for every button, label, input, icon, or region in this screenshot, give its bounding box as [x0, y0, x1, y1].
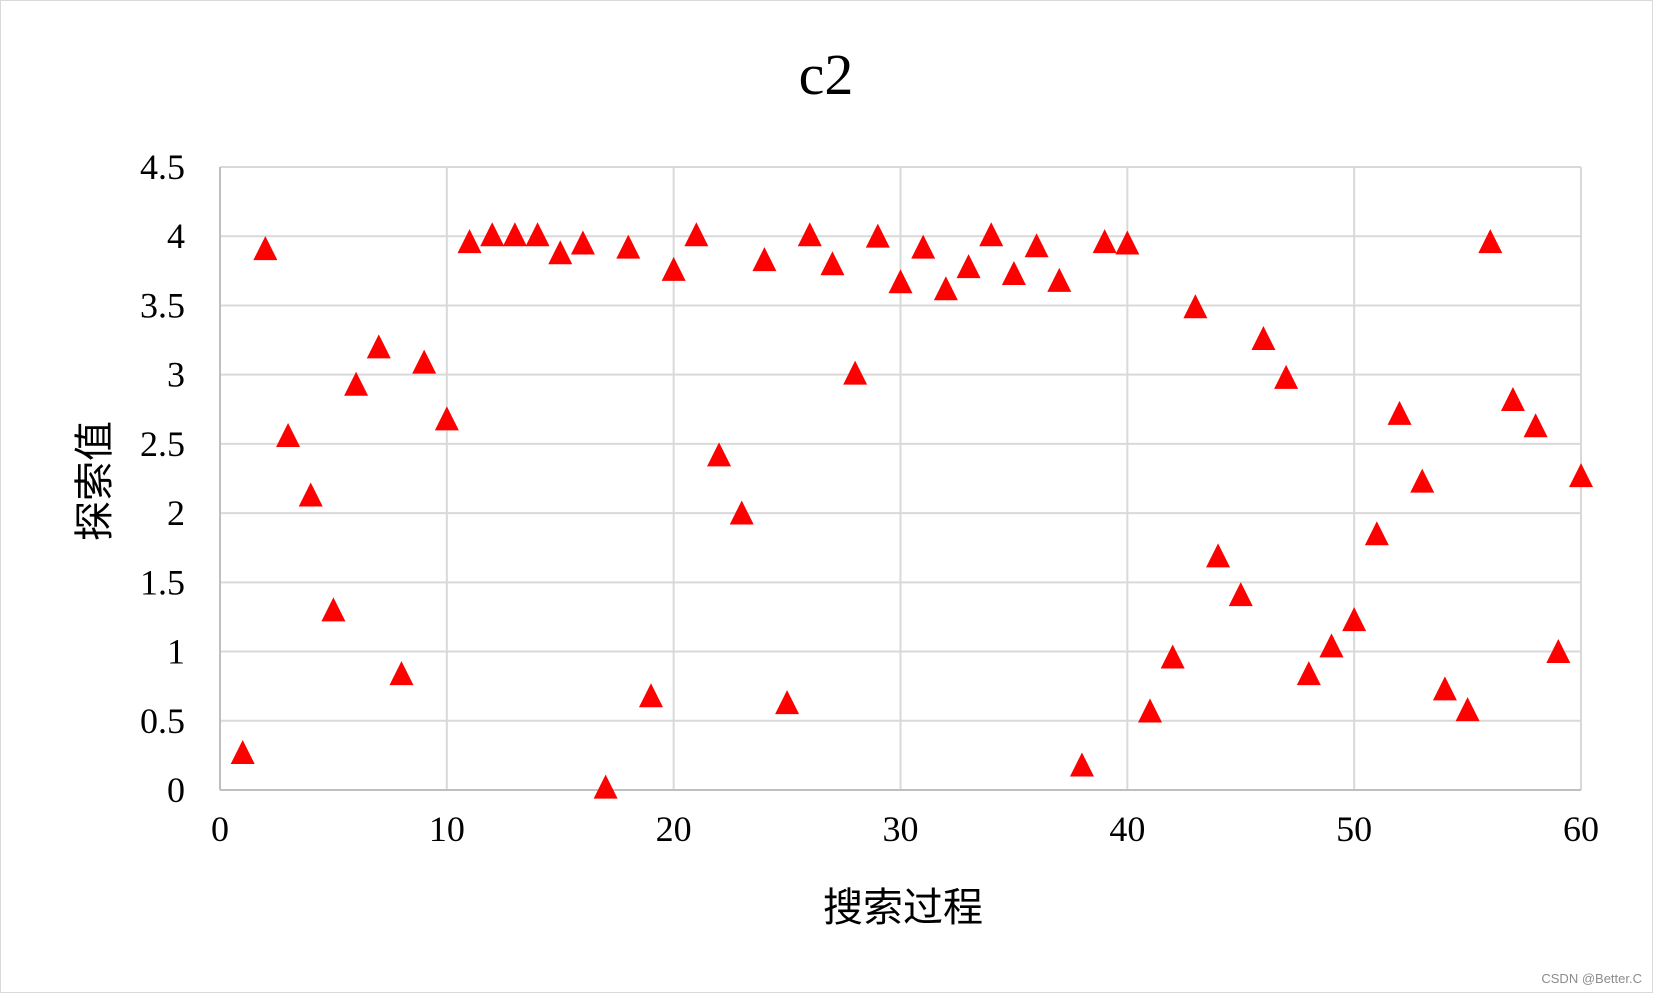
x-axis-title: 搜索过程 — [823, 885, 983, 931]
data-point — [1296, 661, 1321, 686]
data-point — [593, 774, 618, 799]
axes — [219, 167, 1581, 791]
chart-title: c2 — [799, 42, 854, 107]
data-point — [616, 234, 641, 259]
data-point — [1228, 582, 1253, 607]
data-point — [1342, 607, 1367, 632]
data-point — [865, 223, 890, 248]
data-point — [548, 240, 573, 265]
y-tick-label: 1.5 — [140, 562, 185, 602]
data-point — [820, 251, 845, 276]
x-tick-label: 10 — [429, 809, 465, 849]
data-point — [1092, 229, 1117, 254]
data-point — [1024, 233, 1049, 258]
data-point — [253, 236, 278, 261]
data-point — [1001, 260, 1026, 285]
data-point — [502, 222, 527, 247]
data-point — [1500, 386, 1525, 411]
data-point — [321, 597, 346, 622]
data-point — [298, 482, 323, 507]
data-point — [480, 222, 505, 247]
x-tick-label: 60 — [1563, 809, 1599, 849]
y-tick-label: 2 — [167, 493, 185, 533]
data-point — [344, 371, 369, 396]
data-point — [1206, 543, 1231, 568]
data-point — [752, 247, 777, 272]
y-axis-title: 探索值 — [72, 421, 118, 541]
data-point — [1251, 326, 1276, 351]
data-point — [707, 442, 732, 467]
gridlines — [220, 166, 1582, 790]
data-point — [933, 276, 958, 301]
data-point — [638, 683, 663, 708]
data-point — [389, 661, 414, 686]
data-point — [1432, 676, 1457, 701]
data-point — [684, 222, 709, 247]
data-point — [797, 222, 822, 247]
data-point — [979, 222, 1004, 247]
data-point — [1364, 521, 1389, 546]
data-point — [729, 500, 754, 525]
tick-labels: 0 0.5 1 1.5 2 2.5 3 3.5 4 4.5 0 10 20 30 40 50 60 — [140, 147, 1599, 849]
data-point — [956, 254, 981, 279]
x-tick-label: 20 — [656, 809, 692, 849]
data-point — [661, 256, 686, 281]
y-tick-label: 4 — [167, 216, 185, 256]
watermark: CSDN @Better.C — [1541, 971, 1642, 986]
data-point — [1523, 413, 1548, 438]
y-tick-label: 1 — [167, 632, 185, 672]
data-point — [434, 406, 459, 431]
data-point — [1047, 267, 1072, 292]
data-point — [1183, 294, 1208, 319]
data-point — [1455, 697, 1480, 722]
data-point — [1569, 463, 1593, 488]
data-point — [1478, 229, 1503, 254]
y-tick-label: 3.5 — [140, 285, 185, 325]
data-point — [276, 422, 301, 447]
data-point — [1410, 468, 1435, 493]
data-point — [1160, 644, 1185, 669]
data-point — [1387, 400, 1412, 425]
data-point — [1069, 752, 1094, 777]
y-tick-label: 3 — [167, 355, 185, 395]
data-point — [843, 360, 868, 385]
data-point — [366, 334, 391, 359]
data-point — [412, 349, 437, 374]
data-point — [1115, 230, 1140, 255]
data-point — [1546, 638, 1571, 663]
data-point — [775, 690, 800, 715]
data-point — [570, 230, 595, 255]
x-tick-label: 0 — [211, 809, 229, 849]
data-points — [230, 222, 1593, 799]
data-point — [1138, 698, 1163, 723]
data-point — [457, 229, 482, 254]
data-point — [911, 234, 936, 259]
y-tick-label: 0.5 — [140, 701, 185, 741]
data-point — [525, 222, 550, 247]
x-tick-label: 40 — [1109, 809, 1145, 849]
data-point — [888, 269, 913, 294]
x-tick-label: 50 — [1336, 809, 1372, 849]
data-point — [1319, 633, 1344, 658]
y-tick-label: 0 — [167, 770, 185, 810]
data-point — [1274, 364, 1299, 389]
x-tick-label: 30 — [883, 809, 919, 849]
y-tick-label: 4.5 — [140, 147, 185, 187]
y-tick-label: 2.5 — [140, 424, 185, 464]
data-point — [230, 740, 255, 765]
